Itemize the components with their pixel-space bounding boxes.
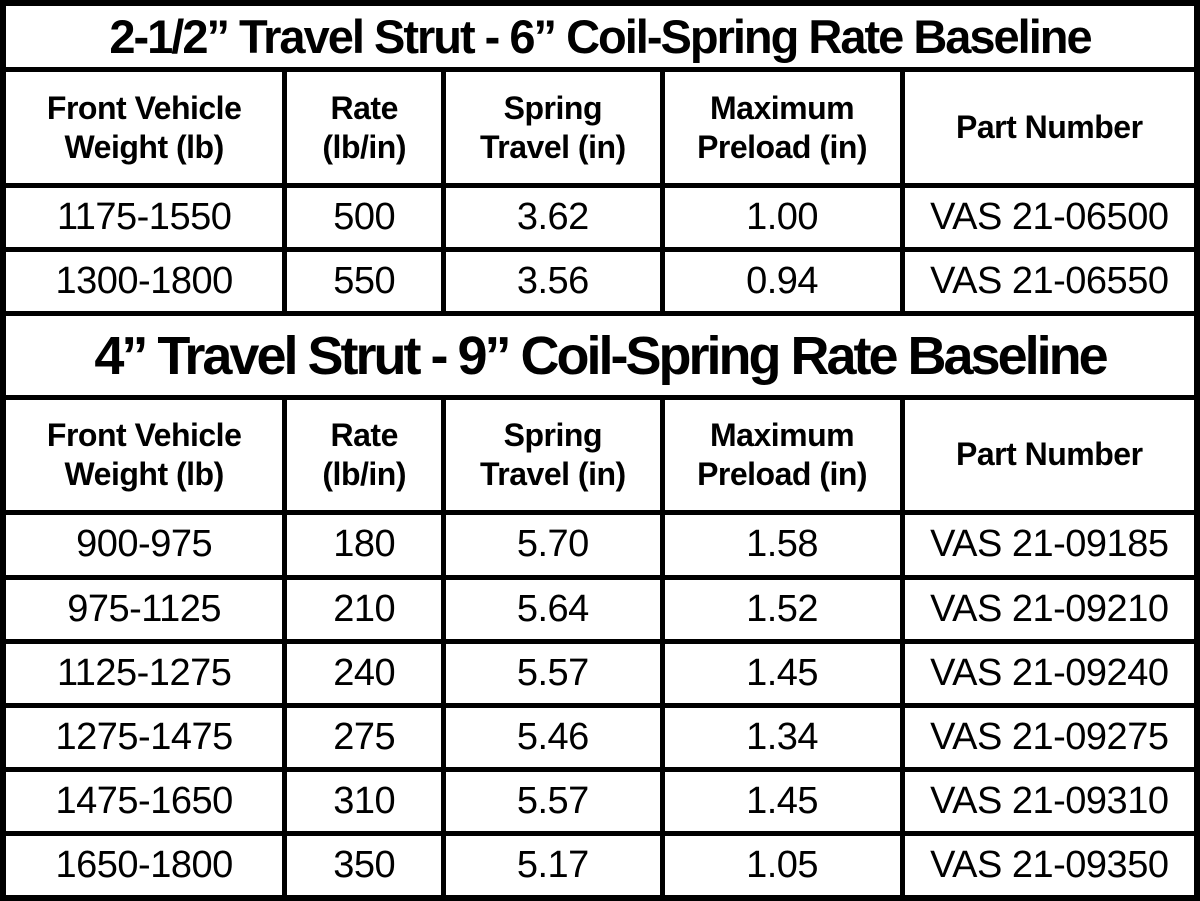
table2-header-rate: Rate (lb/in) (282, 394, 447, 516)
cell-max-preload: 1.34 (659, 702, 905, 773)
table2-header-row: Front Vehicle Weight (lb) Rate (lb/in) S… (0, 394, 1200, 516)
table1-row-2: 1300-1800 550 3.56 0.94 VAS 21-06550 (0, 247, 1200, 317)
cell-weight-range: 975-1125 (0, 574, 288, 644)
cell-part-number: VAS 21-09275 (899, 702, 1200, 773)
header-line: Preload (in) (697, 455, 868, 492)
cell-weight-range: 1300-1800 (0, 247, 288, 317)
cell-weight-range: 1650-1800 (0, 831, 288, 901)
header-line: Rate (330, 89, 399, 126)
header-line: Part Number (956, 109, 1143, 146)
table1-header-part-number: Part Number (899, 67, 1200, 189)
cell-spring-travel: 5.70 (441, 510, 665, 580)
cell-part-number: VAS 21-09350 (899, 831, 1200, 901)
cell-part-number: VAS 21-09185 (899, 510, 1200, 580)
cell-weight-range: 900-975 (0, 510, 288, 580)
cell-spring-travel: 5.64 (441, 574, 665, 644)
cell-spring-travel: 3.62 (441, 183, 665, 253)
table2-header-front-vehicle-weight: Front Vehicle Weight (lb) (0, 394, 288, 516)
cell-rate: 350 (282, 831, 447, 901)
cell-rate: 210 (282, 574, 447, 644)
cell-spring-travel: 5.57 (441, 638, 665, 708)
table2-row-6: 1650-1800 350 5.17 1.05 VAS 21-09350 (0, 831, 1200, 901)
table2-title-row: 4” Travel Strut - 9” Coil-Spring Rate Ba… (0, 311, 1200, 400)
table1-header-rate: Rate (lb/in) (282, 67, 447, 189)
table2-header-maximum-preload: Maximum Preload (in) (659, 394, 905, 516)
header-line: Weight (lb) (64, 455, 225, 492)
table2-row-5: 1475-1650 310 5.57 1.45 VAS 21-09310 (0, 767, 1200, 837)
cell-max-preload: 1.52 (659, 574, 905, 644)
table2-title: 4” Travel Strut - 9” Coil-Spring Rate Ba… (0, 311, 1200, 400)
header-line: Maximum (710, 416, 855, 453)
cell-part-number: VAS 21-09240 (899, 638, 1200, 708)
cell-max-preload: 1.58 (659, 510, 905, 580)
table1-header-spring-travel: Spring Travel (in) (441, 67, 665, 189)
table2-row-2: 975-1125 210 5.64 1.52 VAS 21-09210 (0, 574, 1200, 644)
header-line: Spring (503, 416, 603, 453)
header-line: (lb/in) (322, 128, 406, 165)
header-line: Spring (503, 89, 603, 126)
cell-max-preload: 0.94 (659, 247, 905, 317)
table1-row-1: 1175-1550 500 3.62 1.00 VAS 21-06500 (0, 183, 1200, 253)
cell-rate: 240 (282, 638, 447, 708)
cell-spring-travel: 3.56 (441, 247, 665, 317)
cell-spring-travel: 5.17 (441, 831, 665, 901)
header-line: Rate (330, 416, 399, 453)
header-line: Front Vehicle (46, 89, 242, 126)
cell-max-preload: 1.05 (659, 831, 905, 901)
table1-header-maximum-preload: Maximum Preload (in) (659, 67, 905, 189)
cell-rate: 550 (282, 247, 447, 317)
table2-header-part-number: Part Number (899, 394, 1200, 516)
cell-weight-range: 1275-1475 (0, 702, 288, 773)
header-line: Preload (in) (697, 128, 868, 165)
cell-part-number: VAS 21-09210 (899, 574, 1200, 644)
table1-header-row: Front Vehicle Weight (lb) Rate (lb/in) S… (0, 67, 1200, 189)
header-line: Front Vehicle (46, 416, 242, 453)
cell-spring-travel: 5.57 (441, 767, 665, 837)
table1-title-row: 2-1/2” Travel Strut - 6” Coil-Spring Rat… (0, 0, 1200, 73)
cell-weight-range: 1175-1550 (0, 183, 288, 253)
cell-part-number: VAS 21-09310 (899, 767, 1200, 837)
cell-spring-travel: 5.46 (441, 702, 665, 773)
cell-rate: 275 (282, 702, 447, 773)
table1-title: 2-1/2” Travel Strut - 6” Coil-Spring Rat… (0, 0, 1200, 73)
cell-rate: 310 (282, 767, 447, 837)
cell-max-preload: 1.00 (659, 183, 905, 253)
header-line: (lb/in) (322, 455, 406, 492)
table1-header-front-vehicle-weight: Front Vehicle Weight (lb) (0, 67, 288, 189)
cell-max-preload: 1.45 (659, 767, 905, 837)
table2-header-spring-travel: Spring Travel (in) (441, 394, 665, 516)
cell-rate: 500 (282, 183, 447, 253)
header-line: Weight (lb) (64, 128, 225, 165)
header-line: Part Number (956, 436, 1143, 473)
cell-rate: 180 (282, 510, 447, 580)
cell-weight-range: 1475-1650 (0, 767, 288, 837)
header-line: Travel (in) (480, 455, 626, 492)
header-line: Maximum (710, 89, 855, 126)
cell-part-number: VAS 21-06550 (899, 247, 1200, 317)
header-line: Travel (in) (480, 128, 626, 165)
cell-max-preload: 1.45 (659, 638, 905, 708)
cell-weight-range: 1125-1275 (0, 638, 288, 708)
table2-row-3: 1125-1275 240 5.57 1.45 VAS 21-09240 (0, 638, 1200, 708)
table2-row-4: 1275-1475 275 5.46 1.34 VAS 21-09275 (0, 702, 1200, 773)
table2-row-1: 900-975 180 5.70 1.58 VAS 21-09185 (0, 510, 1200, 580)
cell-part-number: VAS 21-06500 (899, 183, 1200, 253)
